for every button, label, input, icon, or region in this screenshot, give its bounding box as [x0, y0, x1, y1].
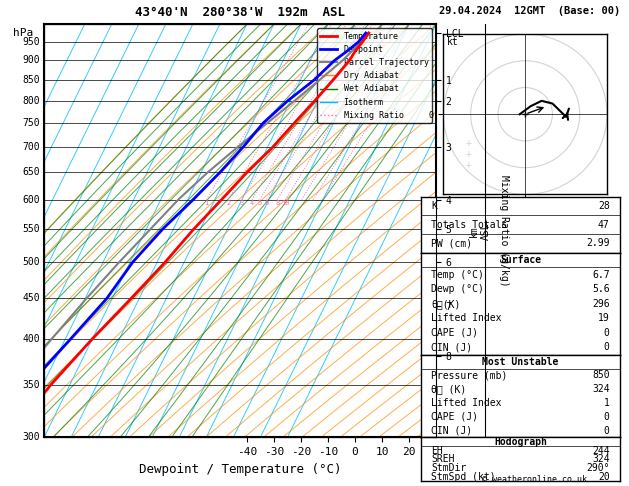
Text: PW (cm): PW (cm): [431, 239, 472, 248]
Text: 0: 0: [604, 343, 610, 352]
Text: 296: 296: [592, 299, 610, 309]
Text: 0: 0: [604, 412, 610, 422]
Text: 2.99: 2.99: [586, 239, 610, 248]
Text: 8: 8: [275, 200, 279, 207]
Text: 1: 1: [204, 200, 209, 207]
Text: 19: 19: [598, 313, 610, 323]
Text: CAPE (J): CAPE (J): [431, 328, 478, 338]
Text: Hodograph: Hodograph: [494, 437, 547, 447]
Text: 500: 500: [23, 257, 40, 267]
Text: CIN (J): CIN (J): [431, 426, 472, 435]
Text: Lifted Index: Lifted Index: [431, 398, 502, 408]
Text: 600: 600: [23, 194, 40, 205]
Text: 4: 4: [250, 200, 254, 207]
Text: 950: 950: [23, 37, 40, 47]
Text: © weatheronline.co.uk: © weatheronline.co.uk: [482, 474, 587, 484]
Text: 10: 10: [282, 200, 290, 207]
Text: 5.6: 5.6: [592, 284, 610, 294]
Text: 28: 28: [598, 201, 610, 211]
Text: 324: 324: [592, 384, 610, 394]
Text: 800: 800: [23, 96, 40, 106]
Text: K: K: [431, 201, 437, 211]
Text: +: +: [465, 160, 471, 170]
Text: 290°: 290°: [586, 463, 610, 473]
Text: 400: 400: [23, 334, 40, 344]
Text: Surface: Surface: [500, 255, 541, 265]
Text: 1: 1: [604, 398, 610, 408]
Text: Temp (°C): Temp (°C): [431, 270, 484, 279]
Text: 0: 0: [604, 328, 610, 338]
Text: Pressure (mb): Pressure (mb): [431, 370, 508, 381]
Text: CIN (J): CIN (J): [431, 343, 472, 352]
Text: SREH: SREH: [431, 454, 455, 464]
Text: +: +: [465, 149, 471, 159]
Text: 550: 550: [23, 225, 40, 234]
Text: StmDir: StmDir: [431, 463, 467, 473]
Text: 850: 850: [23, 75, 40, 85]
Text: Most Unstable: Most Unstable: [482, 357, 559, 366]
Text: 350: 350: [23, 380, 40, 389]
Text: hPa: hPa: [13, 29, 33, 38]
Text: θᴇ(K): θᴇ(K): [431, 299, 460, 309]
Text: Dewp (°C): Dewp (°C): [431, 284, 484, 294]
Text: CAPE (J): CAPE (J): [431, 412, 478, 422]
Text: EH: EH: [431, 446, 443, 455]
Text: 450: 450: [23, 293, 40, 303]
Y-axis label: Mixing Ratio (g/kg): Mixing Ratio (g/kg): [499, 175, 508, 287]
Text: 650: 650: [23, 167, 40, 177]
Legend: Temperature, Dewpoint, Parcel Trajectory, Dry Adiabat, Wet Adiabat, Isotherm, Mi: Temperature, Dewpoint, Parcel Trajectory…: [317, 29, 432, 123]
Text: 300: 300: [23, 433, 40, 442]
X-axis label: Dewpoint / Temperature (°C): Dewpoint / Temperature (°C): [139, 463, 342, 476]
Text: StmSpd (kt): StmSpd (kt): [431, 472, 496, 482]
Text: 324: 324: [592, 454, 610, 464]
Text: 3: 3: [240, 200, 244, 207]
Text: Lifted Index: Lifted Index: [431, 313, 502, 323]
Text: 5: 5: [258, 200, 262, 207]
Text: 6.7: 6.7: [592, 270, 610, 279]
Text: 29.04.2024  12GMT  (Base: 00): 29.04.2024 12GMT (Base: 00): [439, 6, 620, 16]
Text: 20: 20: [598, 472, 610, 482]
Title: 43°40'N  280°38'W  192m  ASL: 43°40'N 280°38'W 192m ASL: [135, 6, 345, 19]
Y-axis label: km
ASL: km ASL: [469, 222, 491, 240]
Text: +: +: [465, 139, 471, 148]
Text: Totals Totals: Totals Totals: [431, 220, 508, 230]
Text: 750: 750: [23, 118, 40, 128]
Text: kt: kt: [447, 37, 459, 47]
Text: 850: 850: [592, 370, 610, 381]
Text: 0: 0: [604, 426, 610, 435]
Text: 47: 47: [598, 220, 610, 230]
Text: 244: 244: [592, 446, 610, 455]
Text: 6: 6: [264, 200, 269, 207]
Text: 2: 2: [226, 200, 231, 207]
Text: θᴇ (K): θᴇ (K): [431, 384, 467, 394]
Text: 700: 700: [23, 142, 40, 152]
Text: 900: 900: [23, 55, 40, 66]
